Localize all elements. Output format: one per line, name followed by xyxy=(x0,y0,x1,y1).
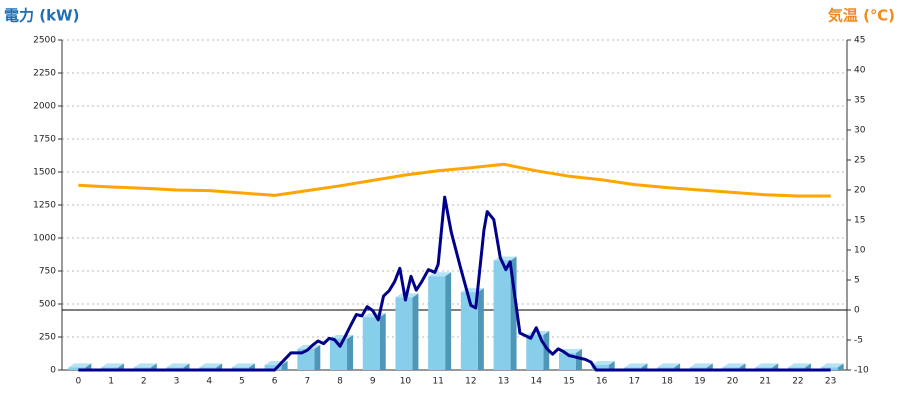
x-tick-label: 12 xyxy=(465,377,476,387)
bar-side xyxy=(804,363,811,370)
y-tick-label: 500 xyxy=(39,300,56,310)
y-tick-label: 2000 xyxy=(33,102,56,112)
bar xyxy=(330,338,348,370)
bar-side xyxy=(150,363,157,370)
x-tick-label: 22 xyxy=(792,377,803,387)
bar-side xyxy=(641,363,648,370)
bar xyxy=(591,364,609,370)
y-axis-title: 電力 (kW) xyxy=(4,7,79,25)
bar xyxy=(460,292,478,370)
bar xyxy=(264,364,282,370)
bar-side xyxy=(85,363,92,370)
y-tick-label: 250 xyxy=(39,333,56,343)
y-tick-label: 750 xyxy=(39,267,56,277)
bar-top xyxy=(330,334,354,339)
bar-side xyxy=(248,363,255,370)
x-tick-label: 4 xyxy=(206,377,212,387)
x-tick-label: 0 xyxy=(75,377,81,387)
x-tick-label: 2 xyxy=(141,377,147,387)
bar-side xyxy=(183,363,190,370)
x-tick-label: 10 xyxy=(400,377,412,387)
bar xyxy=(395,297,413,370)
bar-side xyxy=(608,360,615,370)
bar-top xyxy=(231,363,255,368)
y2-tick-label: -5 xyxy=(854,336,863,346)
y2-tick-label: 10 xyxy=(854,246,866,256)
bar-side xyxy=(314,344,321,370)
x-tick-label: 1 xyxy=(108,377,114,387)
x-tick-label: 16 xyxy=(596,377,608,387)
x-tick-label: 23 xyxy=(825,377,836,387)
bar-side xyxy=(674,363,681,370)
x-tick-label: 11 xyxy=(432,377,443,387)
bar-side xyxy=(347,334,354,370)
x-tick-label: 8 xyxy=(337,377,343,387)
y2-tick-label: 5 xyxy=(854,276,860,286)
x-tick-label: 15 xyxy=(563,377,574,387)
x-tick-label: 19 xyxy=(694,377,706,387)
y2-tick-label: 15 xyxy=(854,216,865,226)
x-tick-label: 18 xyxy=(661,377,673,387)
x-tick-label: 21 xyxy=(760,377,771,387)
y2-tick-label: 30 xyxy=(854,126,866,136)
bar-top xyxy=(624,363,648,368)
bar-top xyxy=(68,363,92,368)
bar-side xyxy=(412,293,419,370)
bar xyxy=(68,367,86,370)
y2-tick-label: 0 xyxy=(854,306,860,316)
x-tick-label: 3 xyxy=(174,377,180,387)
x-tick-label: 14 xyxy=(531,377,543,387)
x-tick-label: 20 xyxy=(727,377,739,387)
x-tick-label: 6 xyxy=(272,377,278,387)
bar-top xyxy=(199,363,223,368)
bar-side xyxy=(772,363,779,370)
y-tick-label: 2500 xyxy=(33,36,56,46)
x-tick-label: 7 xyxy=(304,377,310,387)
bar-top xyxy=(755,363,779,368)
bar-top xyxy=(722,363,746,368)
bar-top xyxy=(166,363,190,368)
y2-tick-label: 35 xyxy=(854,96,865,106)
bar-top xyxy=(657,363,681,368)
bar-top xyxy=(591,360,615,365)
y2-tick-label: 45 xyxy=(854,36,865,46)
bar-top xyxy=(820,363,844,368)
y-tick-label: 1500 xyxy=(33,168,56,178)
bar-side xyxy=(118,363,125,370)
bar xyxy=(526,335,544,370)
bar-side xyxy=(543,331,550,370)
bar-top xyxy=(787,363,811,368)
y-tick-label: 1000 xyxy=(33,234,56,244)
x-tick-label: 5 xyxy=(239,377,245,387)
bar-side xyxy=(216,363,223,370)
line-series xyxy=(78,162,831,198)
y-tick-label: 1250 xyxy=(33,201,56,211)
line-series xyxy=(78,195,831,372)
bar-side xyxy=(739,363,746,370)
y2-tick-label: 25 xyxy=(854,156,865,166)
bar-side xyxy=(379,313,386,370)
y-tick-label: 0 xyxy=(50,366,56,376)
bar xyxy=(428,276,446,370)
x-tick-label: 17 xyxy=(629,377,640,387)
bar xyxy=(493,260,511,370)
y2-axis-title: 気温 (℃) xyxy=(828,7,895,25)
bar-side xyxy=(706,363,713,370)
bar-top xyxy=(101,363,125,368)
x-tick-label: 13 xyxy=(498,377,509,387)
y2-tick-label: -10 xyxy=(854,366,869,376)
y-tick-label: 2250 xyxy=(33,69,56,79)
bar-top xyxy=(133,363,157,368)
bar-side xyxy=(477,288,484,370)
y2-tick-label: 20 xyxy=(854,186,866,196)
bar-side xyxy=(837,363,844,370)
y-tick-label: 1750 xyxy=(33,135,56,145)
y2-tick-label: 40 xyxy=(854,66,866,76)
bar-top xyxy=(689,363,713,368)
bar xyxy=(362,317,380,370)
bar-side xyxy=(445,272,452,370)
bar-side xyxy=(281,360,288,370)
x-tick-label: 9 xyxy=(370,377,376,387)
